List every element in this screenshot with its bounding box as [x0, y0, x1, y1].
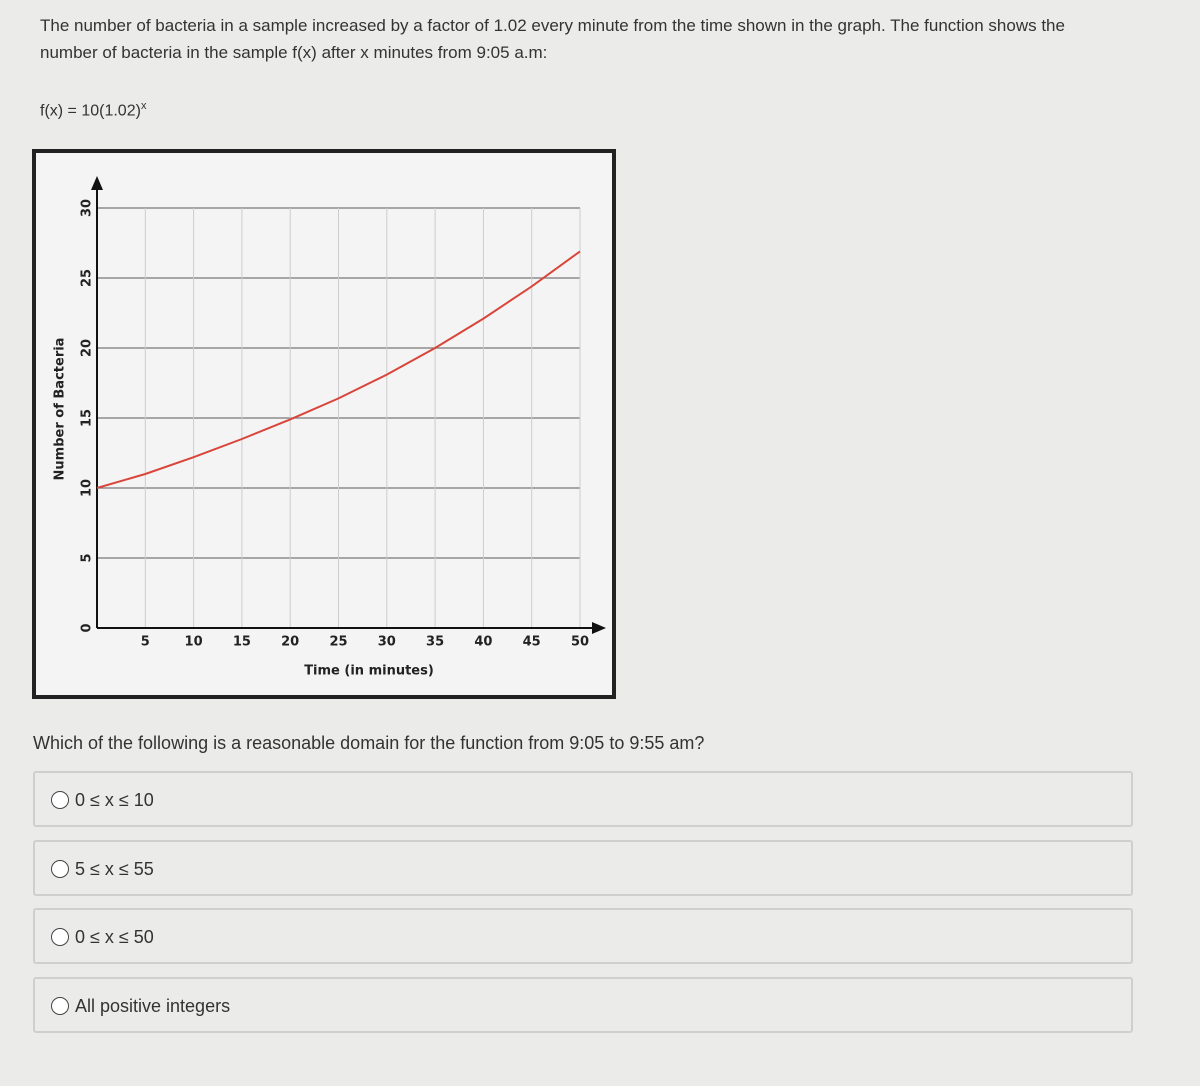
- question-prompt: Which of the following is a reasonable d…: [33, 733, 705, 753]
- option-text: 5 ≤ x ≤ 55: [75, 859, 154, 879]
- y-tick-label: 0: [80, 623, 95, 632]
- y-axis-arrow: [91, 176, 103, 190]
- y-tick-label: 10: [80, 479, 95, 497]
- y-tick-label: 25: [80, 269, 95, 287]
- x-tick-label: 45: [523, 635, 541, 650]
- option-text: All positive integers: [75, 996, 231, 1016]
- answer-option[interactable]: 0 ≤ x ≤ 50: [33, 908, 1133, 964]
- data-line: [96, 250, 581, 489]
- x-tick-label: 15: [233, 635, 251, 650]
- x-tick-label: 5: [141, 635, 150, 650]
- x-tick-label: 25: [329, 635, 347, 650]
- x-axis-label: Time (in minutes): [304, 664, 434, 679]
- x-tick-label: 35: [426, 635, 444, 650]
- radio-button[interactable]: [51, 860, 69, 878]
- function-base: f(x) = 10(1.02): [40, 102, 141, 120]
- y-tick-label: 20: [80, 339, 95, 357]
- radio-button[interactable]: [51, 791, 69, 809]
- y-axis-label: Number of Bacteria: [53, 338, 68, 481]
- radio-button[interactable]: [51, 997, 69, 1015]
- chart-frame: [32, 149, 616, 699]
- x-tick-label: 30: [378, 635, 396, 650]
- answer-option[interactable]: All positive integers: [33, 977, 1133, 1033]
- x-tick-label: 50: [571, 635, 589, 650]
- chart: Time (in minutes) Number of Bacteria 0 5 1…: [32, 149, 616, 699]
- question-intro: The number of bacteria in a sample incre…: [40, 16, 1065, 62]
- function: f(x) = 10(1.02)x: [40, 100, 146, 120]
- x-tick-label: 40: [474, 635, 492, 650]
- answer-option[interactable]: 0 ≤ x ≤ 10: [33, 771, 1133, 827]
- x-axis-arrow: [592, 622, 606, 634]
- y-tick-label: 5: [80, 553, 95, 562]
- x-tick-label: 10: [185, 635, 203, 650]
- option-text: 0 ≤ x ≤ 50: [75, 927, 154, 947]
- radio-button[interactable]: [51, 928, 69, 946]
- y-tick-label: 15: [80, 409, 95, 427]
- x-tick-label: 20: [281, 635, 299, 650]
- option-text: 0 ≤ x ≤ 10: [75, 790, 154, 810]
- function-exponent: x: [140, 100, 147, 112]
- answer-option[interactable]: 5 ≤ x ≤ 55: [33, 840, 1133, 896]
- y-tick-label: 30: [80, 199, 95, 217]
